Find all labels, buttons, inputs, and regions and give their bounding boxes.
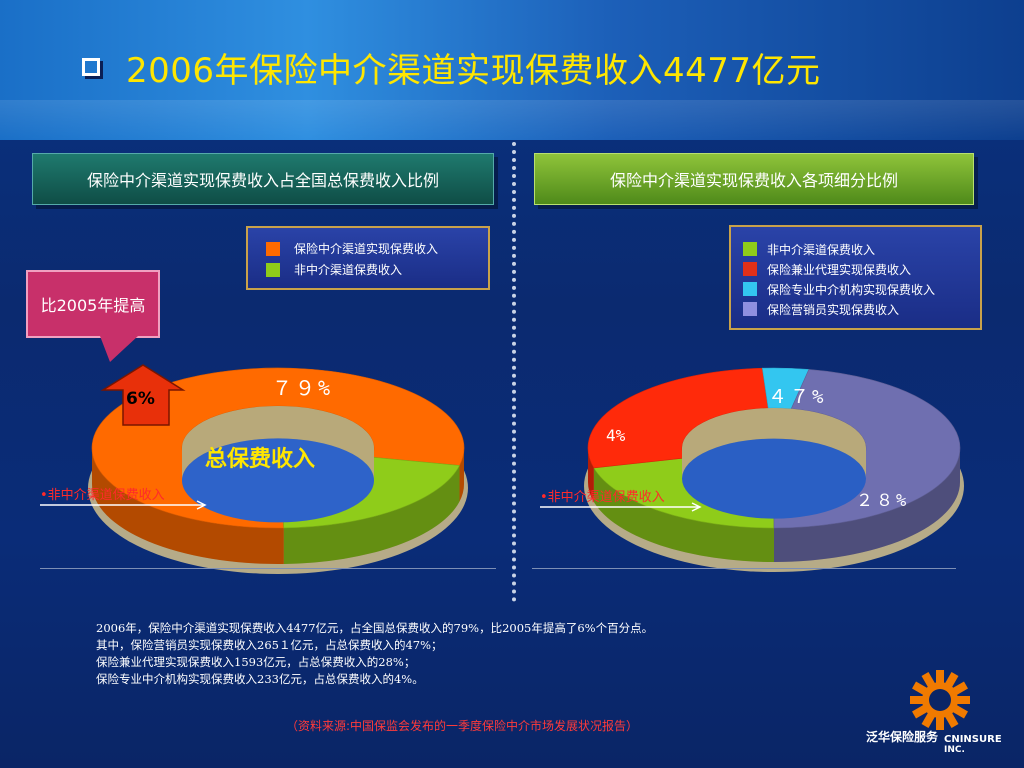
- callout-box: 比2005年提高: [26, 270, 160, 338]
- slice-side-1: [588, 448, 594, 502]
- legend-swatch: [743, 302, 757, 316]
- source-note: （资料来源:中国保监会发布的一季度保险中介市场发展状况报告）: [286, 719, 639, 733]
- data-label-79: ７９%: [272, 376, 334, 400]
- callout-tail: [100, 336, 138, 362]
- slice-side-1: [283, 465, 460, 564]
- legend-swatch: [266, 262, 280, 277]
- slice-side-0: [92, 448, 284, 564]
- right-legend: 非中介渠道保费收入 保险兼业代理实现保费收入 保险专业中介机构实现保费收入 保险…: [729, 225, 982, 330]
- left-baseline: [40, 568, 496, 569]
- left-panel-header: 保险中介渠道实现保费收入占全国总保费收入比例: [32, 153, 494, 205]
- legend-swatch: [743, 282, 757, 296]
- legend-label: 保险营销员实现保费收入: [767, 302, 900, 317]
- legend-swatch: [743, 262, 757, 276]
- left-side-label: •非中介渠道保费收入: [40, 488, 165, 503]
- data-label-47: ４７%: [768, 386, 827, 408]
- pointer-arrow-icon-1: [540, 502, 702, 512]
- legend-item: 非中介渠道保费收入: [743, 239, 980, 259]
- legend-label: 保险专业中介机构实现保费收入: [767, 282, 936, 297]
- dotted-divider: [512, 142, 516, 602]
- right-baseline: [532, 568, 956, 569]
- title-row: 2006年保险中介渠道实现保费收入4477亿元: [82, 42, 821, 92]
- donut-hole-wall: [182, 406, 374, 481]
- note-line: 保险兼业代理实现保费收入1593亿元，占总保费收入的28%；: [96, 655, 416, 669]
- logo-en-text-2: INC.: [944, 745, 965, 755]
- data-label-28: ２８%: [856, 491, 910, 511]
- donut-hole: [682, 438, 866, 519]
- legend-item: 非中介渠道保费收入: [266, 259, 488, 280]
- donut-hole: [182, 438, 374, 523]
- legend-label: 非中介渠道保费收入: [767, 242, 876, 257]
- legend-swatch: [743, 242, 757, 256]
- center-label: 总保费收入: [205, 447, 316, 472]
- note-line: 其中，保险营销员实现保费收入265１亿元，占总保费收入的47%；: [96, 638, 443, 652]
- logo-cn-text: 泛华保险服务: [866, 730, 939, 744]
- data-label-4: 4%: [606, 426, 626, 445]
- page-title: 2006年保险中介渠道实现保费收入4477亿元: [126, 50, 821, 91]
- donut-hole-wall: [682, 408, 866, 479]
- legend-item: 保险兼业代理实现保费收入: [743, 259, 980, 279]
- legend-label: 非中介渠道保费收入: [294, 263, 403, 277]
- note-line: 保险专业中介机构实现保费收入233亿元，占总保费收入的4%。: [96, 672, 424, 686]
- left-legend: 保险中介渠道实现保费收入 非中介渠道保费收入: [246, 226, 490, 290]
- checkbox-bullet-icon: [82, 58, 100, 76]
- pointer-arrow-icon-0: [40, 500, 207, 510]
- legend-swatch: [266, 241, 280, 256]
- legend-item: 保险中介渠道实现保费收入: [266, 238, 488, 259]
- legend-item: 保险专业中介机构实现保费收入: [743, 279, 980, 299]
- right-side-label: •非中介渠道保费收入: [540, 490, 665, 505]
- legend-label: 保险兼业代理实现保费收入: [767, 262, 912, 277]
- top-banner: [0, 0, 1024, 140]
- notes-block: 2006年，保险中介渠道实现保费收入4477亿元，占全国总保费收入的79%，比2…: [96, 620, 976, 688]
- legend-label: 保险中介渠道实现保费收入: [294, 242, 439, 256]
- increase-arrow-icon: [100, 364, 186, 426]
- legend-item: 保险营销员实现保费收入: [743, 299, 980, 319]
- note-line: 2006年，保险中介渠道实现保费收入4477亿元，占全国总保费收入的79%，比2…: [96, 621, 654, 635]
- slice-side-0: [593, 467, 774, 562]
- slice-side-0: [459, 448, 464, 502]
- increase-value-label: 6%: [126, 389, 155, 409]
- logo-en-text: CNINSURE: [944, 734, 1002, 745]
- right-panel-header: 保险中介渠道实现保费收入各项细分比例: [534, 153, 974, 205]
- slice-side-3: [774, 448, 960, 562]
